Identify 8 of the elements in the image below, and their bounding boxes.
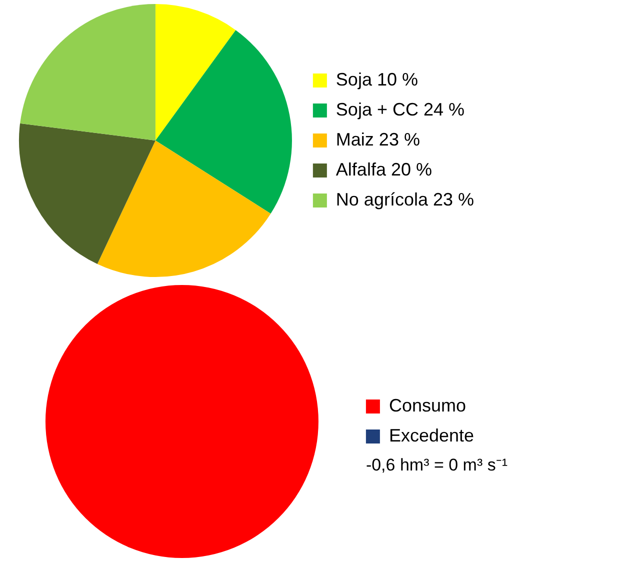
legend-label: Maiz 23 % bbox=[336, 129, 420, 150]
text: -0,6 hm³ = 0 m³ s⁻¹ bbox=[366, 456, 508, 475]
legend-label: Consumo bbox=[388, 395, 466, 416]
legend-label: No agrícola 23 % bbox=[336, 189, 474, 210]
legend-label: Soja + CC 24 % bbox=[336, 99, 464, 120]
legend-label: Soja 10 % bbox=[336, 69, 418, 90]
legend-label: Excedente bbox=[388, 425, 474, 446]
legend-label: Alfalfa 20 % bbox=[336, 159, 432, 180]
